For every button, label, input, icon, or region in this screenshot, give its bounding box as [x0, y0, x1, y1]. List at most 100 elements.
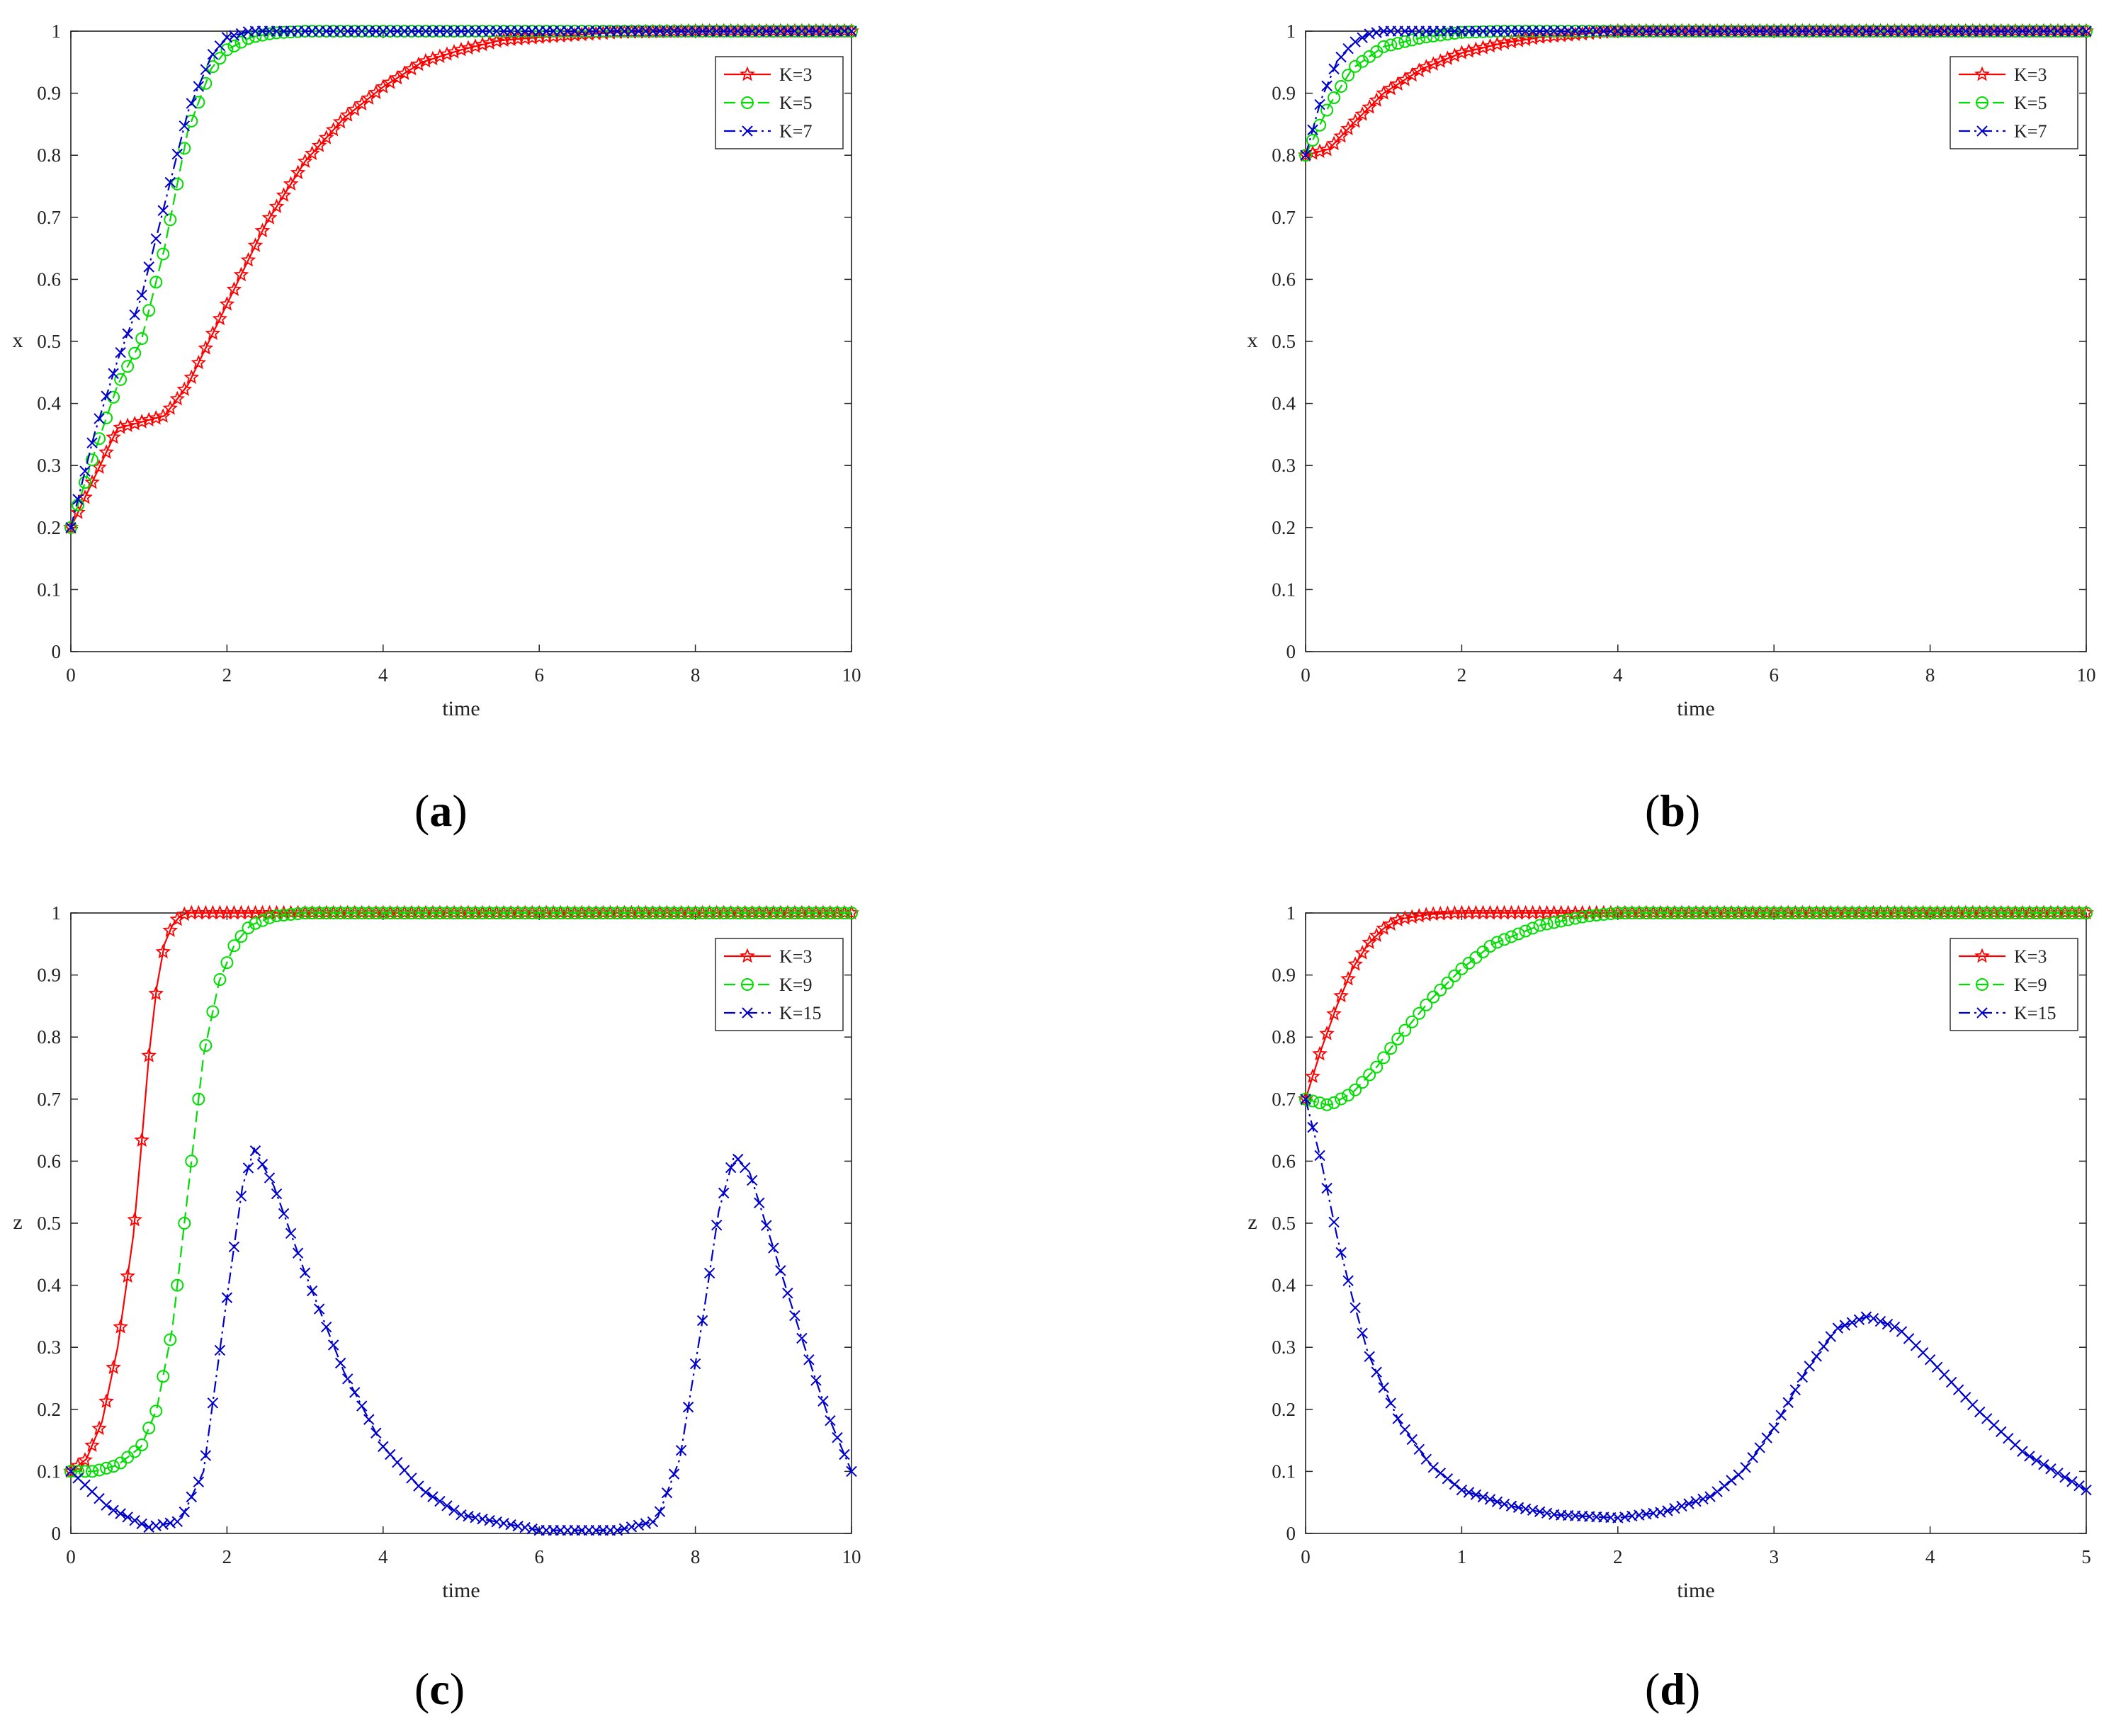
marker-K=9: [490, 907, 504, 919]
marker-K=9: [1490, 936, 1504, 949]
marker-K=9: [1597, 907, 1610, 921]
marker-K=9: [220, 956, 234, 970]
marker-K=5: [135, 332, 149, 346]
legend-marker: [1976, 1007, 1988, 1019]
marker-K=5: [79, 476, 92, 489]
panel-caption-b: (b): [1645, 785, 1701, 836]
marker-K=5: [1398, 35, 1412, 48]
marker-K=15: [1307, 1121, 1318, 1133]
marker-K=5: [220, 43, 234, 57]
marker-K=15: [1853, 1314, 1865, 1325]
marker-K=15: [1662, 1505, 1673, 1516]
marker-K=3: [113, 1319, 128, 1334]
marker-K=3: [120, 417, 135, 433]
marker-K=3: [219, 296, 235, 311]
marker-K=9: [752, 907, 766, 919]
x-axis-label: time: [1677, 1579, 1714, 1602]
marker-K=9: [1568, 912, 1582, 925]
marker-K=9: [1519, 924, 1532, 938]
marker-K=3: [1418, 907, 1435, 921]
marker-K=9: [625, 907, 638, 919]
marker-K=9: [270, 909, 283, 922]
marker-K=15: [327, 1339, 339, 1351]
marker-K=9: [604, 907, 617, 919]
marker-K=7: [122, 328, 133, 339]
marker-K=3: [361, 90, 377, 105]
marker-K=15: [434, 1495, 446, 1507]
marker-K=9: [738, 907, 752, 919]
marker-K=9: [341, 907, 354, 919]
marker-K=3: [1326, 1006, 1342, 1021]
marker-K=9: [2058, 907, 2071, 919]
marker-K=3: [127, 1211, 142, 1227]
y-axis-label: x: [13, 329, 23, 352]
marker-K=9: [1575, 910, 1589, 924]
marker-K=3: [425, 50, 441, 66]
marker-K=9: [816, 907, 830, 919]
marker-K=15: [1789, 1384, 1801, 1396]
marker-K=7: [86, 437, 98, 449]
marker-K=9: [724, 907, 737, 919]
panel-caption-d-letter: d: [1660, 1664, 1685, 1714]
marker-K=9: [1767, 907, 1781, 919]
marker-K=9: [1739, 907, 1753, 919]
marker-K=7: [65, 522, 77, 533]
marker-K=3: [1312, 143, 1328, 159]
marker-K=7: [1357, 32, 1368, 43]
marker-K=9: [93, 1463, 106, 1477]
marker-K=3: [191, 354, 207, 370]
legend-marker: [1976, 978, 1988, 991]
marker-K=5: [1434, 28, 1447, 42]
marker-K=15: [1484, 1494, 1496, 1505]
marker-K=3: [353, 96, 370, 110]
marker-K=9: [2080, 907, 2093, 919]
marker-K=9: [319, 907, 333, 919]
marker-K=3: [339, 107, 356, 122]
marker-K=3: [1319, 1026, 1335, 1040]
legend-marker: [1974, 948, 1990, 963]
marker-K=9: [462, 907, 475, 919]
y-tick-label: 0.2: [37, 1399, 61, 1420]
y-tick-label: 0: [1286, 1523, 1296, 1544]
marker-K=15: [207, 1397, 219, 1409]
marker-K=9: [1512, 927, 1525, 941]
marker-K=9: [199, 1039, 213, 1053]
marker-K=9: [242, 921, 255, 935]
marker-K=15: [1335, 1247, 1347, 1259]
marker-K=9: [1952, 907, 1965, 919]
marker-K=15: [363, 1414, 375, 1425]
marker-K=9: [64, 1465, 77, 1478]
y-tick-label: 0.8: [1272, 1026, 1296, 1048]
marker-K=3: [141, 1048, 157, 1062]
y-tick-label: 0.7: [1272, 207, 1296, 228]
marker-K=9: [1775, 907, 1788, 919]
y-tick-label: 0.6: [37, 1150, 61, 1171]
marker-K=3: [127, 415, 142, 431]
marker-K=9: [1753, 907, 1767, 919]
marker-K=15: [1804, 1361, 1815, 1372]
marker-K=15: [242, 1162, 254, 1174]
marker-K=9: [312, 907, 326, 919]
marker-K=9: [2001, 907, 2015, 919]
marker-K=9: [362, 907, 375, 919]
y-tick-label: 0.4: [1272, 393, 1296, 414]
y-tick-label: 0.9: [1272, 83, 1296, 104]
legend-box: [1950, 938, 2078, 1031]
y-tick-label: 0.2: [37, 517, 61, 538]
marker-K=15: [356, 1400, 368, 1412]
y-tick-label: 0.4: [37, 393, 61, 414]
marker-K=15: [186, 1491, 198, 1503]
marker-K=15: [1754, 1442, 1765, 1453]
marker-K=15: [689, 1358, 701, 1370]
marker-K=3: [489, 33, 504, 48]
y-tick-label: 0.9: [37, 83, 61, 104]
marker-K=9: [1867, 907, 1880, 919]
marker-K=9: [632, 907, 645, 919]
marker-K=7: [79, 465, 91, 477]
marker-K=15: [832, 1431, 843, 1443]
marker-K=15: [654, 1506, 666, 1517]
marker-K=9: [1427, 990, 1440, 1004]
marker-K=9: [2065, 907, 2078, 919]
marker-K=9: [1547, 916, 1561, 929]
marker-K=15: [789, 1310, 800, 1322]
